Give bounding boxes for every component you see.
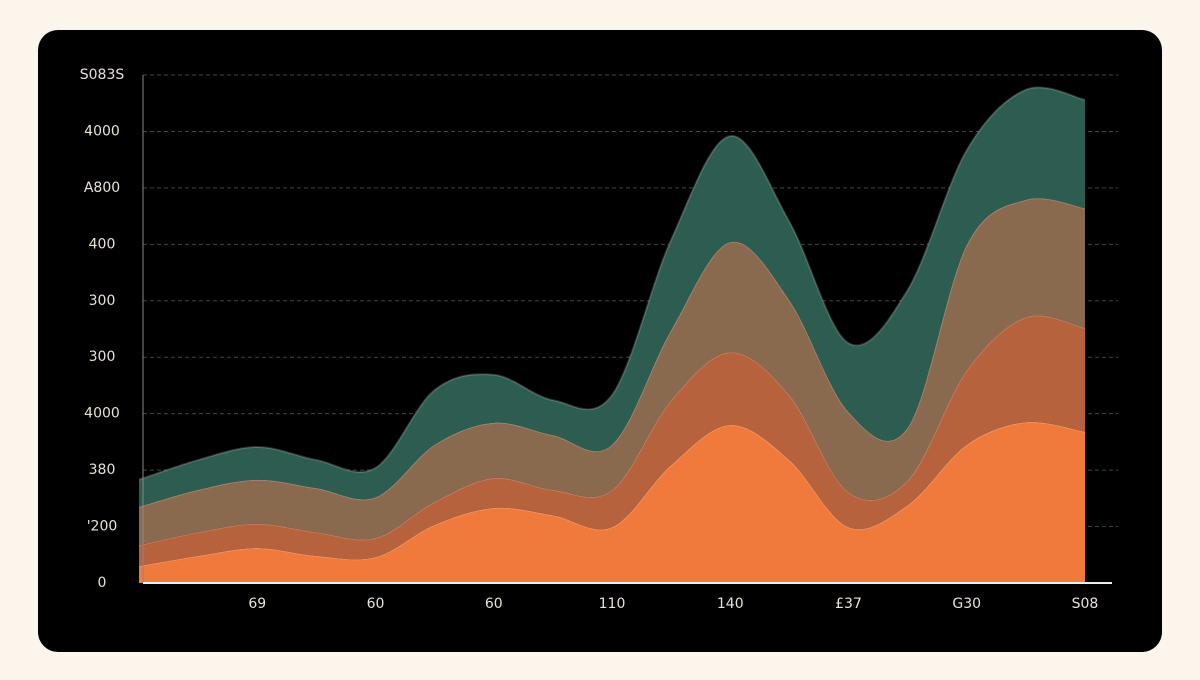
x-tick-label: 60: [367, 596, 385, 612]
y-tick-label: '200: [87, 519, 118, 535]
x-tick-label: £37: [835, 596, 862, 612]
y-tick-label: 4000: [84, 406, 120, 422]
y-tick-label: 380: [89, 462, 116, 478]
x-tick-label: G30: [952, 596, 981, 612]
y-tick-label: 0: [98, 575, 107, 591]
y-tick-label: A800: [84, 180, 120, 196]
area: [139, 315, 1085, 567]
area-edge: [138, 86, 1086, 481]
area: [139, 198, 1085, 546]
y-tick-label: 300: [89, 293, 116, 309]
x-tick-label: 60: [485, 596, 503, 612]
areas: [138, 86, 1086, 583]
area: [139, 87, 1085, 507]
y-tick-label: 300: [89, 349, 116, 365]
y-tick-label: 400: [89, 236, 116, 252]
y-tick-label: 4000: [84, 123, 120, 139]
y-tick-label: S083S: [80, 67, 125, 83]
x-tick-label: 69: [248, 596, 266, 612]
axes: 0 '200 380 4000 300 300 400 A800 4000 S083S 69 60 60…: [80, 67, 1112, 612]
area: [139, 421, 1085, 583]
x-tick-label: S08: [1072, 596, 1099, 612]
x-tick-label: 110: [599, 596, 626, 612]
x-tick-label: 140: [717, 596, 744, 612]
